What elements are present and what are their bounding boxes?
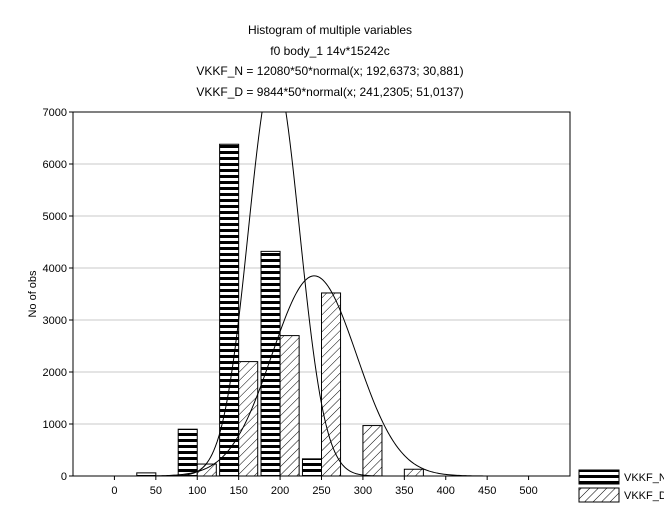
y-tick-label: 7000	[43, 107, 67, 119]
y-tick-label: 2000	[43, 367, 67, 379]
y-tick-label: 3000	[43, 315, 67, 327]
grid	[73, 163, 570, 425]
x-tick-label: 50	[150, 485, 162, 497]
legend-label: VKKF_D	[624, 490, 664, 502]
x-tick-label: 500	[519, 485, 537, 497]
y-tick-label: 1000	[43, 419, 67, 431]
x-tick-label: 300	[354, 485, 372, 497]
bar-vkkf-d	[321, 292, 342, 477]
x-tick-label: 0	[111, 485, 117, 497]
bar-vkkf-n	[260, 250, 281, 477]
x-tick-label: 100	[188, 485, 206, 497]
bars	[136, 143, 424, 477]
bar-vkkf-d	[403, 468, 424, 477]
fit-line-vkkf-n: VKKF_N = 12080*50*normal(x; 192,6373; 30…	[196, 64, 464, 78]
y-axis: 0 1000 2000 3000 4000 5000 6000 7000	[43, 107, 73, 483]
legend-swatch	[578, 487, 620, 503]
bar-vkkf-d	[279, 335, 300, 477]
x-tick-label: 250	[312, 485, 330, 497]
x-tick-label: 450	[478, 485, 496, 497]
y-tick-label: 6000	[43, 159, 67, 171]
bar-vkkf-n	[301, 458, 322, 477]
legend: VKKF_N VKKF_D	[578, 469, 664, 503]
x-tick-label: 200	[271, 485, 289, 497]
x-tick-label: 150	[229, 485, 247, 497]
y-tick-label: 5000	[43, 211, 67, 223]
fit-line-vkkf-d: VKKF_D = 9844*50*normal(x; 241,2305; 51,…	[196, 84, 464, 99]
x-tick-label: 350	[395, 485, 413, 497]
x-tick-label: 400	[437, 485, 455, 497]
y-axis-label: No of obs	[27, 270, 39, 318]
y-tick-label: 4000	[43, 263, 67, 275]
chart-title: Histogram of multiple variables	[247, 23, 413, 37]
legend-swatch	[578, 469, 620, 485]
bar-vkkf-n	[219, 143, 240, 477]
x-axis: 0 50 100 150 200 250 300 350 400 450 500	[111, 476, 538, 497]
chart-subtitle: f0 body_1 14v*15242c	[270, 43, 390, 58]
bar-vkkf-n	[177, 428, 198, 477]
chart-titles: Histogram of multiple variables f0 body_…	[60, 0, 600, 102]
legend-label: VKKF_N	[624, 472, 664, 484]
bar-vkkf-d	[238, 361, 259, 477]
bar-vkkf-d	[362, 425, 383, 477]
y-tick-label: 0	[61, 471, 67, 483]
